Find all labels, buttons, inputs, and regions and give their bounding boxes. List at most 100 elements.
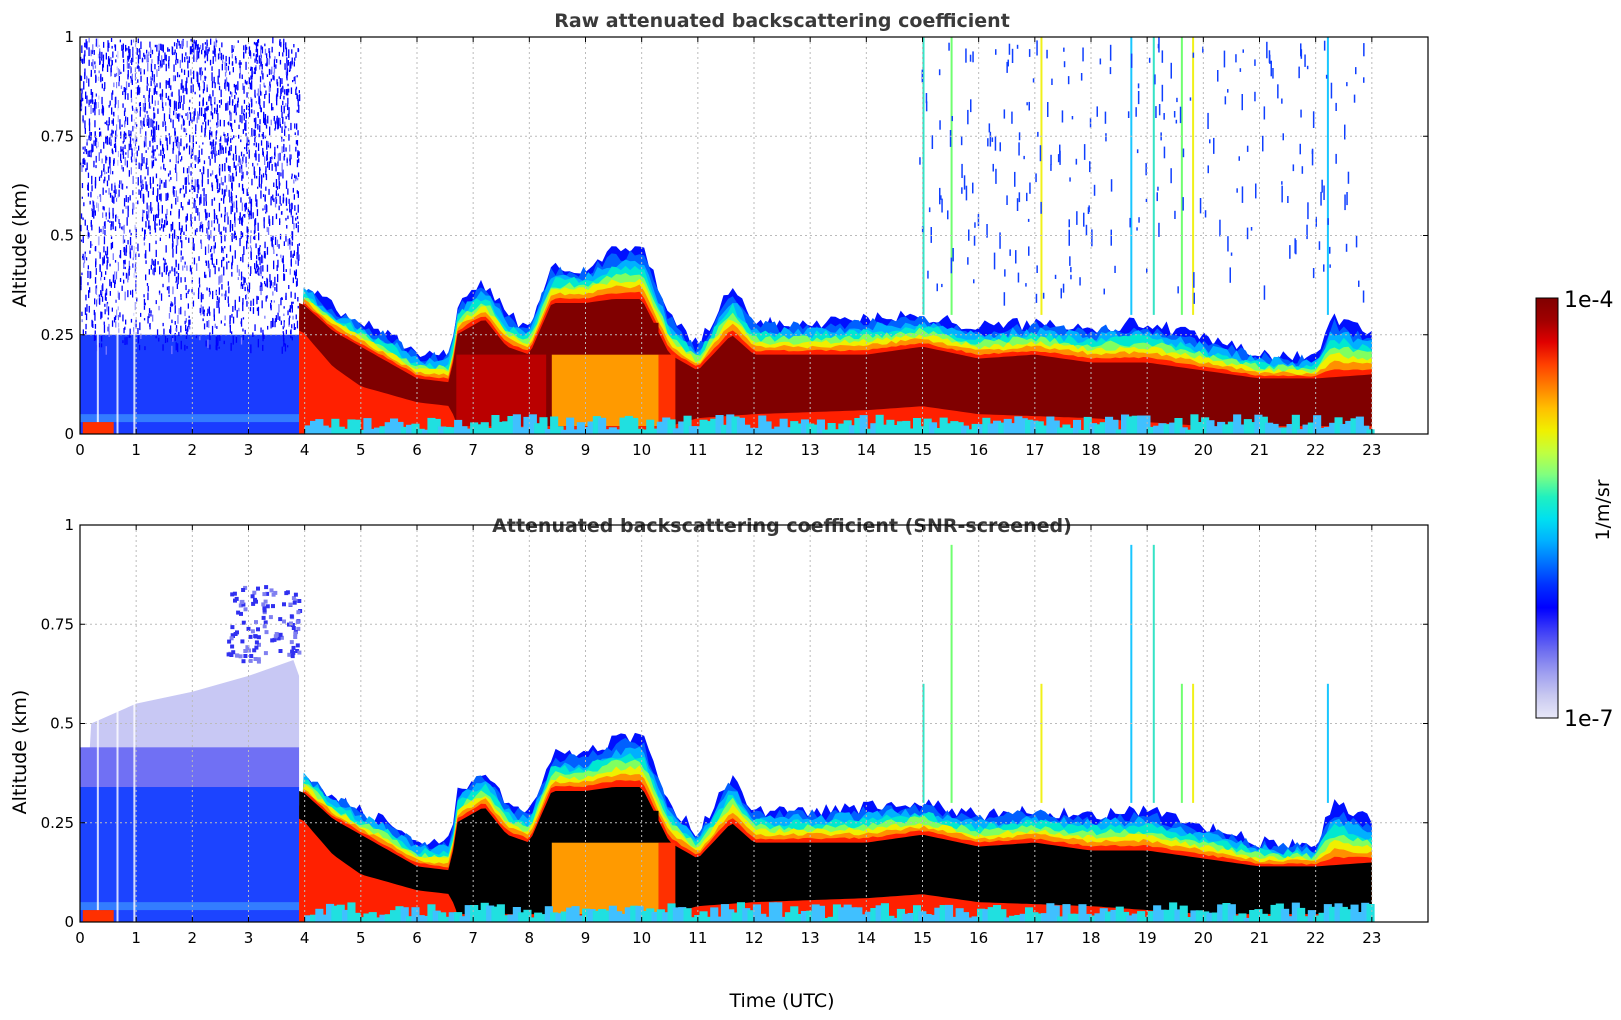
surface-return: [82, 422, 114, 434]
x-tick-label: 13: [801, 441, 820, 459]
data-gap-line: [96, 37, 99, 434]
x-tick-label: 21: [1250, 441, 1269, 459]
x-tick-label: 18: [1081, 929, 1100, 947]
y-tick-label: 0: [64, 425, 74, 443]
x-tick-labels: 0 1 2 3 4 5 6 7 8 9 10 11 12 13 14 15 16 17 18 19 20 21 22 23: [75, 525, 1381, 947]
x-tick-label: 3: [244, 929, 254, 947]
colorbar-gradient: [1535, 297, 1559, 719]
x-tick-label: 20: [1194, 929, 1213, 947]
y-tick-label: 0.75: [41, 127, 74, 145]
x-tick-label: 19: [1138, 929, 1157, 947]
x-tick-label: 6: [412, 929, 422, 947]
x-tick-label: 22: [1306, 929, 1325, 947]
x-tick-label: 18: [1081, 441, 1100, 459]
noise-near-surface-band: [80, 414, 300, 423]
x-tick-label: 23: [1362, 929, 1381, 947]
y-tick-label: 0.5: [50, 227, 74, 245]
x-tick-label: 9: [581, 441, 591, 459]
x-tick-label: 16: [969, 929, 988, 947]
x-tick-label: 2: [188, 929, 198, 947]
heatmap-content: [80, 37, 1375, 434]
x-tick-label: 16: [969, 441, 988, 459]
x-tick-label: 7: [468, 441, 478, 459]
gridlines: [80, 37, 1428, 434]
raw-plot-area: 0 1 2 3 4 5 6 7 8 9 10 11 12 13 14 15 16 17 18 19 20 21 22 2300…: [41, 28, 1429, 459]
x-tick-label: 10: [632, 441, 651, 459]
x-tick-label: 21: [1250, 929, 1269, 947]
noise-near-surface-band: [80, 902, 300, 911]
near-surface-band: [304, 414, 1375, 434]
colorbar-max-label: 1e-4: [1564, 288, 1613, 313]
screened-plot-area: 0 1 2 3 4 5 6 7 8 9 10 11 12 13 14 15 16 17 18 19 20 21 22 2300…: [41, 516, 1429, 947]
y-tick-label: 1: [64, 516, 74, 534]
data-gap-line: [116, 37, 119, 434]
y-tick-labels: 0 0.25 0.5 0.75 1: [41, 28, 1428, 443]
screened-noise-inner: [80, 787, 300, 922]
data-gap-line: [133, 37, 136, 434]
noise-speckle: [80, 37, 301, 355]
x-tick-label: 17: [1025, 441, 1044, 459]
x-tick-label: 0: [75, 441, 85, 459]
raw-panel-title: Raw attenuated backscattering coefficien…: [554, 10, 1010, 32]
data-gap-line: [116, 525, 119, 922]
panel-raw: Raw attenuated backscattering coefficien…: [9, 10, 1429, 459]
x-tick-label: 19: [1138, 441, 1157, 459]
x-tick-label: 5: [356, 929, 366, 947]
x-tick-label: 1: [131, 441, 141, 459]
colorbar-unit-label: 1/m/sr: [1592, 479, 1614, 540]
data-gap-line: [133, 525, 136, 922]
x-tick-label: 11: [688, 929, 707, 947]
y-tick-label: 0.25: [41, 326, 74, 344]
surface-return: [82, 910, 114, 922]
x-tick-label: 9: [581, 929, 591, 947]
x-tick-label: 15: [913, 441, 932, 459]
convective-fill: [456, 322, 676, 427]
x-tick-label: 2: [188, 441, 198, 459]
colorbar: 1e-4 1e-7 1/m/sr: [1535, 288, 1614, 732]
y-tick-label: 1: [64, 28, 74, 46]
vertical-streaks: [919, 37, 1365, 315]
x-tick-label: 4: [300, 441, 310, 459]
panel-screened: Attenuated backscattering coefficient (S…: [9, 515, 1429, 1012]
x-tick-label: 12: [744, 929, 763, 947]
y-tick-label: 0.75: [41, 615, 74, 633]
x-tick-label: 20: [1194, 441, 1213, 459]
x-tick-label: 1: [131, 929, 141, 947]
near-surface-band: [304, 902, 1375, 922]
heatmap-content: [80, 525, 1375, 922]
convective-fill: [456, 810, 676, 915]
colorbar-min-label: 1e-7: [1564, 707, 1613, 732]
data-gap-line: [96, 525, 99, 922]
x-tick-label: 7: [468, 929, 478, 947]
x-tick-label: 5: [356, 441, 366, 459]
x-tick-label: 10: [632, 929, 651, 947]
x-axis-label: Time (UTC): [728, 990, 834, 1012]
elevated-aerosol-patch: [226, 585, 303, 664]
x-tick-labels: 0 1 2 3 4 5 6 7 8 9 10 11 12 13 14 15 16 17 18 19 20 21 22 23: [75, 37, 1381, 459]
screened-panel-title: Attenuated backscattering coefficient (S…: [492, 515, 1072, 537]
y-tick-label: 0.5: [50, 715, 74, 733]
vertical-streaks: [922, 544, 1329, 803]
x-tick-label: 6: [412, 441, 422, 459]
screened-y-axis-label: Altitude (km): [9, 690, 31, 815]
raw-y-axis-label: Altitude (km): [9, 183, 31, 308]
x-tick-label: 8: [525, 441, 535, 459]
x-tick-label: 11: [688, 441, 707, 459]
x-tick-label: 14: [857, 929, 876, 947]
x-tick-label: 23: [1362, 441, 1381, 459]
x-tick-label: 17: [1025, 929, 1044, 947]
x-tick-label: 12: [744, 441, 763, 459]
x-tick-label: 15: [913, 929, 932, 947]
x-tick-label: 4: [300, 929, 310, 947]
y-tick-labels: 0 0.25 0.5 0.75 1: [41, 516, 1428, 931]
y-tick-label: 0: [64, 913, 74, 931]
x-tick-label: 13: [801, 929, 820, 947]
x-tick-label: 22: [1306, 441, 1325, 459]
gridlines: [80, 525, 1428, 922]
x-tick-label: 0: [75, 929, 85, 947]
x-tick-label: 3: [244, 441, 254, 459]
y-tick-label: 0.25: [41, 814, 74, 832]
x-tick-label: 14: [857, 441, 876, 459]
x-tick-label: 8: [525, 929, 535, 947]
